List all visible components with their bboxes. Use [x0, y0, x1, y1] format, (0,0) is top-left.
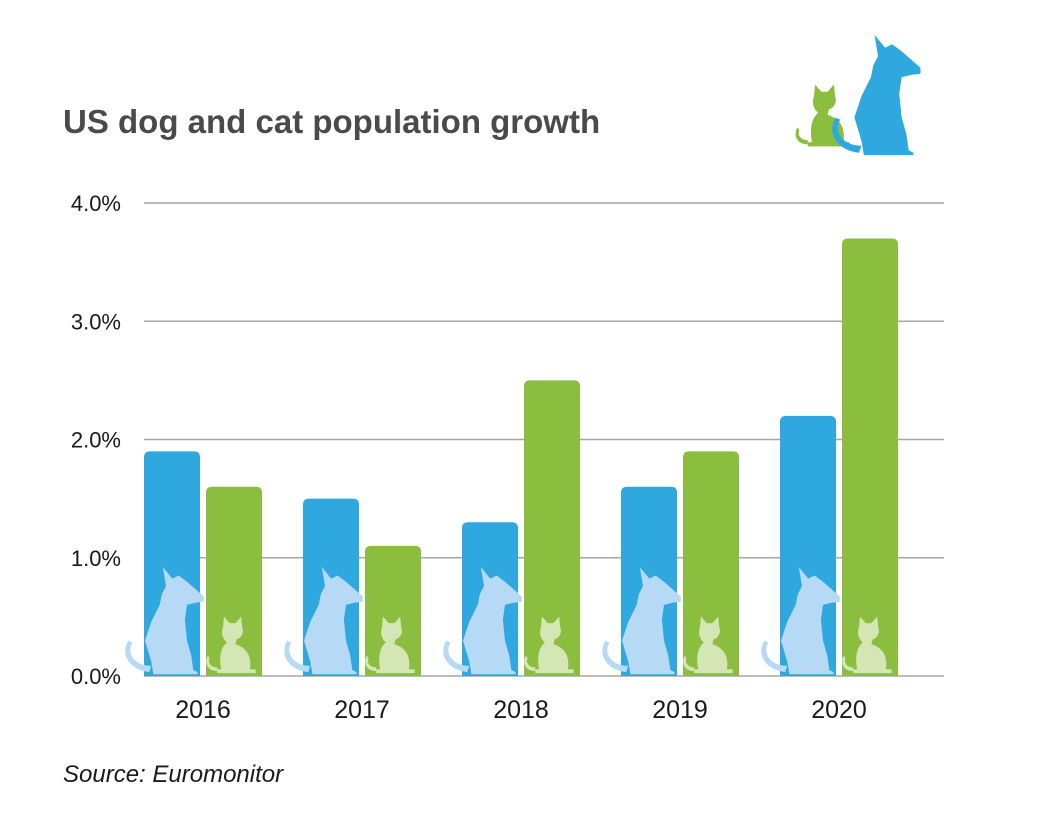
y-tick-label: 2.0%	[71, 428, 121, 453]
cat-bar-2018	[524, 380, 580, 676]
cat-bar-2020	[842, 238, 898, 676]
y-tick-label: 3.0%	[71, 309, 121, 334]
cat-bar-2017	[365, 545, 421, 676]
cat-bar-2016	[206, 486, 262, 676]
dog-bar-2019	[602, 486, 681, 676]
x-axis-ticks: 2016 2017 2018 2019 2020	[175, 696, 867, 724]
y-tick-label: 1.0%	[71, 546, 121, 571]
y-axis-ticks: 0.0% 1.0% 2.0% 3.0% 4.0%	[71, 191, 121, 689]
cat-bar-rect	[524, 380, 580, 676]
dog-bar-2018	[443, 522, 522, 676]
bars	[125, 238, 898, 676]
cat-bar-2019	[683, 451, 739, 676]
x-tick-label-2019: 2019	[652, 696, 708, 724]
chart-title: US dog and cat population growth	[63, 103, 600, 140]
logo-cat-icon	[795, 84, 850, 147]
dog-bar-2020	[761, 415, 840, 676]
dog-bar-2016	[125, 451, 204, 676]
x-tick-label-2020: 2020	[811, 696, 867, 724]
cat-bar-rect	[365, 545, 421, 676]
cat-and-dog-logo-icon	[795, 34, 921, 156]
cat-bar-rect	[206, 486, 262, 676]
y-tick-label: 4.0%	[71, 191, 121, 216]
y-tick-label: 0.0%	[71, 664, 121, 689]
logo-dog-icon	[832, 34, 921, 156]
source-note: Source: Euromonitor	[63, 761, 284, 788]
dog-bar-2017	[284, 498, 363, 676]
cat-bar-rect	[683, 451, 739, 676]
x-tick-label-2018: 2018	[493, 696, 549, 724]
x-tick-label-2017: 2017	[334, 696, 390, 724]
x-tick-label-2016: 2016	[175, 696, 231, 724]
cat-bar-rect	[842, 238, 898, 676]
